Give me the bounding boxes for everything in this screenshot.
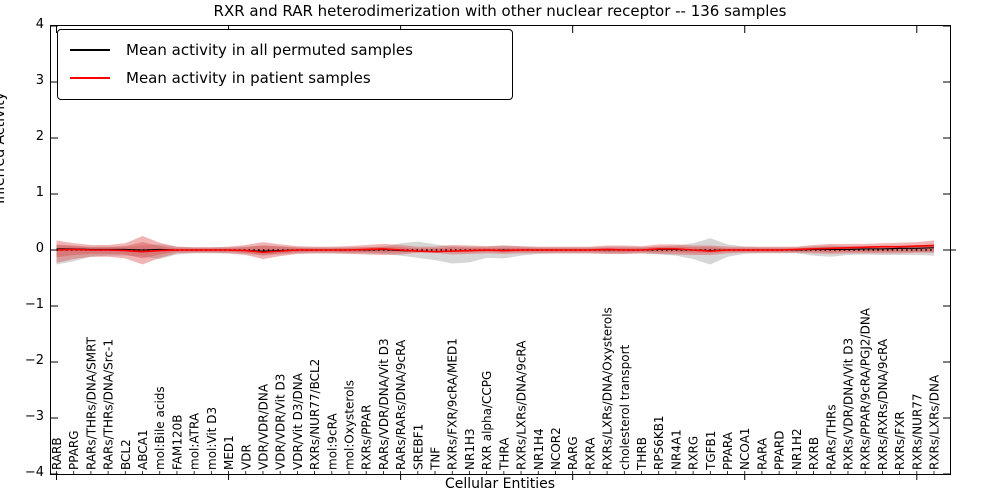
x-axis-label: Cellular Entities — [444, 476, 556, 492]
legend-label-permuted: Mean activity in all permuted samples — [126, 41, 413, 59]
permuted-std-band — [56, 238, 934, 265]
x-tick-label: PPARG — [67, 430, 81, 470]
x-tick-label: NCOR2 — [549, 427, 563, 470]
x-tick-label: RARs/THRs/DNA/SMRT — [84, 336, 98, 470]
x-tick-label: RXRs/PPAR/9cRA/PGJ2/DNA — [859, 307, 873, 470]
x-tick-label: RARs/RARs/DNA/9cRA — [394, 339, 408, 470]
x-tick-label: RXRG — [687, 436, 701, 470]
y-tick-label: −4 — [24, 465, 44, 480]
x-tick-label: RXRs/RXRs/DNA/9cRA — [876, 338, 890, 470]
x-tick-label: VDR — [239, 444, 253, 470]
x-tick-label: mol:Vit D3 — [205, 407, 219, 470]
x-tick-label: TGFB1 — [704, 431, 718, 471]
y-tick-label: 4 — [35, 17, 44, 32]
x-tick-label: NR1H3 — [463, 428, 477, 470]
x-tick-label: mol:9cRA — [325, 413, 339, 470]
x-tick-label: VDR/Vit D3/DNA — [291, 372, 305, 470]
permuted-line-sample-icon — [70, 49, 110, 51]
x-tick-label: RXRB — [807, 437, 821, 470]
x-tick-label: RARs/VDR/DNA/Vit D3 — [377, 338, 391, 470]
x-tick-label: RXRs/LXRs/DNA — [928, 374, 942, 470]
x-tick-label: RXRs/FXR — [893, 411, 907, 470]
x-tick-label: mol:Bile acids — [153, 386, 167, 470]
legend-item-permuted: Mean activity in all permuted samples — [70, 36, 502, 64]
x-tick-label: mol:Oxysterols — [343, 380, 357, 470]
x-tick-label: RARB — [50, 437, 64, 470]
x-tick-label: BCL2 — [119, 439, 133, 470]
patient-line-sample-icon — [70, 77, 110, 79]
x-tick-label: RARs/THRs — [824, 404, 838, 470]
x-tick-label: NR4A1 — [669, 429, 683, 470]
x-tick-label: RARG — [566, 436, 580, 470]
plot-canvas: RARB PPARG RARs/THRs/DNA/SMRT RARs/THRs/DNA… — [50, 25, 956, 480]
x-tick-label: RXRs/PPAR — [360, 405, 374, 470]
plot-area: RARB PPARG RARs/THRs/DNA/SMRT RARs/THRs/DNA… — [50, 25, 956, 480]
x-tick-label: RXRs/NUR77 — [910, 393, 924, 470]
x-tick-label: RXRs/FXR/9cRA/MED1 — [446, 338, 460, 470]
chart-title: RXR and RAR heterodimerization with othe… — [213, 2, 787, 20]
x-tick-label: NR1H2 — [790, 428, 804, 470]
x-tick-label: TNF — [429, 447, 443, 471]
x-tick-label: RARA — [755, 437, 769, 470]
legend: Mean activity in all permuted samples Me… — [57, 29, 513, 100]
x-tick-label: RXR alpha/CCPG — [480, 371, 494, 470]
x-tick-label: PPARA — [721, 431, 735, 470]
y-axis-label: Inferred Activity — [0, 92, 8, 204]
x-tick-label: RXRs/LXRs/DNA/9cRA — [515, 340, 529, 470]
y-tick-label: 1 — [35, 185, 44, 200]
y-tick-label: −3 — [24, 409, 44, 424]
x-tick-label: NCOA1 — [738, 428, 752, 470]
x-tick-label: PPARD — [773, 431, 787, 471]
x-tick-label: RXRs/LXRs/DNA/Oxysterols — [601, 307, 615, 470]
y-tick-label: 2 — [35, 129, 44, 144]
x-tick-label: RXRA — [583, 437, 597, 470]
x-tick-label: mol:ATRA — [188, 412, 202, 470]
patient-mean-line — [56, 244, 935, 254]
x-tick-label: RARs/THRs/DNA/Src-1 — [102, 339, 116, 470]
y-tick-label: −1 — [24, 297, 44, 312]
x-tick-label: FAM120B — [170, 415, 184, 471]
y-tick-label: 3 — [35, 73, 44, 88]
x-tick-label: MED1 — [222, 435, 236, 470]
y-tick-label: −2 — [24, 353, 44, 368]
x-tick-label: VDR/VDR/Vit D3 — [274, 374, 288, 470]
legend-label-patient: Mean activity in patient samples — [126, 69, 371, 87]
x-tick-label: RXRs/NUR77/BCL2 — [308, 359, 322, 470]
y-tick-label: 0 — [35, 241, 44, 256]
x-tick-label: SREBF1 — [411, 424, 425, 470]
x-tick-label: THRA — [497, 437, 511, 471]
x-tick-label: NR1H4 — [532, 428, 546, 470]
legend-item-patient: Mean activity in patient samples — [70, 64, 502, 92]
x-tick-label: cholesterol transport — [618, 344, 632, 470]
x-tick-label: THRB — [635, 437, 649, 471]
x-tick-label: ABCA1 — [136, 430, 150, 470]
x-tick-label: RXRs/VDR/DNA/Vit D3 — [841, 338, 855, 470]
x-tick-label: VDR/VDR/DNA — [256, 383, 270, 470]
x-tick-label: RPS6KB1 — [652, 415, 666, 470]
